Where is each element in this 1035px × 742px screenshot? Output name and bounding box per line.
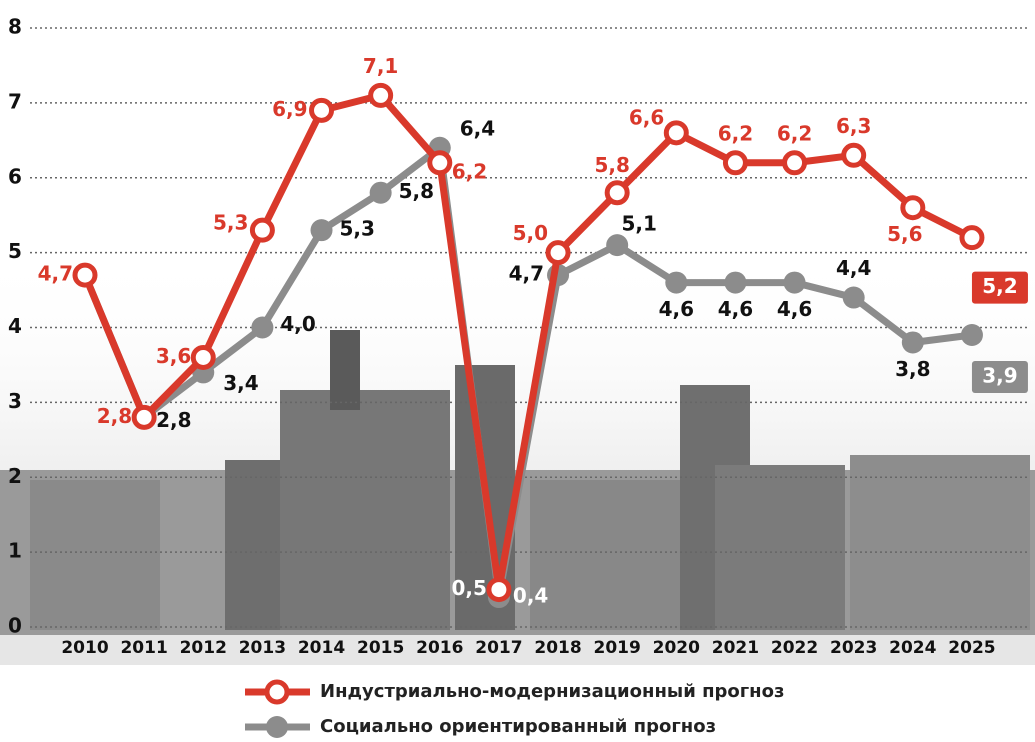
point [131, 404, 157, 430]
y-tick-label: 4 [8, 314, 22, 338]
value-label-box [971, 360, 1028, 393]
grid: 0 1 2 3 4 5 6 7 8 2010 2011 2012 2013 2014 2015 2016 201… [8, 15, 1030, 658]
point [190, 344, 216, 370]
point [72, 262, 98, 288]
legend-marker [266, 716, 288, 738]
background-photo [0, 250, 1035, 665]
value-label: 6,4 [460, 116, 495, 140]
value-label: 2,8 [156, 408, 191, 432]
point [309, 97, 335, 123]
legend: Индустриально-модернизационный прогноз С… [245, 679, 784, 738]
point [724, 271, 747, 294]
value-label: 6,9 [272, 97, 307, 121]
x-tick-label: 2010 [61, 638, 108, 658]
x-tick-label: 2024 [889, 638, 936, 658]
point [782, 150, 808, 176]
point [604, 180, 630, 206]
value-label: 3,6 [156, 344, 191, 368]
value-label: 0,4 [513, 584, 548, 608]
x-tick-label: 2015 [357, 638, 404, 658]
value-label: 5,3 [340, 217, 375, 241]
value-label: 4,6 [659, 297, 694, 321]
y-tick-label: 0 [8, 614, 22, 638]
x-tick-label: 2021 [712, 638, 759, 658]
point [545, 240, 571, 266]
value-label-box [971, 271, 1028, 304]
value-label: 5,1 [621, 212, 656, 236]
point [486, 577, 512, 603]
point [841, 142, 867, 168]
value-label: 6,2 [777, 121, 812, 145]
value-label: 6,2 [452, 159, 487, 183]
y-tick-label: 8 [8, 15, 22, 39]
legend-label: Социально ориентированный прогноз [320, 716, 716, 737]
value-label: 3,4 [223, 371, 258, 395]
value-label: 5,8 [399, 179, 434, 203]
x-tick-label: 2023 [830, 638, 877, 658]
point [960, 323, 983, 346]
x-tick-label: 2020 [653, 638, 700, 658]
value-label: 3,8 [895, 357, 930, 381]
y-tick-label: 3 [8, 389, 22, 413]
value-label: 4,7 [509, 262, 544, 286]
x-tick-label: 2012 [180, 638, 227, 658]
x-tick-label: 2016 [416, 638, 463, 658]
point [368, 82, 394, 108]
value-label: 0,5 [451, 576, 486, 600]
value-label: 7,1 [363, 54, 398, 78]
point [842, 286, 865, 309]
value-label: 4,6 [718, 297, 753, 321]
point [901, 331, 924, 354]
value-label: 4,6 [777, 297, 812, 321]
value-label: 5,2 [982, 274, 1017, 298]
value-label: 5,3 [213, 211, 248, 235]
point [251, 316, 274, 339]
point [959, 225, 985, 251]
point [900, 195, 926, 221]
point [427, 150, 453, 176]
y-tick-label: 7 [8, 89, 22, 113]
point [249, 217, 275, 243]
x-tick-label: 2013 [239, 638, 286, 658]
point [606, 234, 629, 257]
value-label: 4,4 [836, 256, 871, 280]
value-label: 6,2 [718, 121, 753, 145]
value-label: 4,0 [280, 312, 315, 336]
value-label: 4,7 [38, 262, 73, 286]
x-tick-label: 2018 [534, 638, 581, 658]
y-tick-label: 1 [8, 539, 22, 563]
plot: 2,8 3,4 4,0 5,3 5,8 6,4 0,4 4,7 5,1 4,6 4,6 4,6 4,4 3… [38, 54, 1028, 609]
y-tick-label: 6 [8, 164, 22, 188]
x-tick-label: 2022 [771, 638, 818, 658]
series-line [81, 91, 974, 594]
value-label: 2,8 [97, 404, 132, 428]
point [783, 271, 806, 294]
point [369, 181, 392, 204]
x-tick-label: 2011 [120, 638, 167, 658]
value-label: 5,6 [887, 222, 922, 246]
x-tick-label: 2014 [298, 638, 345, 658]
value-label: 6,3 [836, 114, 871, 138]
value-label: 5,0 [513, 221, 548, 245]
x-tick-label: 2025 [948, 638, 995, 658]
x-tick-label: 2017 [475, 638, 522, 658]
point [310, 219, 333, 242]
point [663, 120, 689, 146]
legend-label: Индустриально-модернизационный прогноз [320, 681, 784, 702]
value-label: 6,6 [629, 105, 664, 129]
point [665, 271, 688, 294]
point [722, 150, 748, 176]
value-label: 5,8 [594, 153, 629, 177]
value-label: 3,9 [982, 363, 1017, 387]
y-tick-label: 5 [8, 239, 22, 263]
y-tick-label: 2 [8, 464, 22, 488]
x-tick-label: 2019 [594, 638, 641, 658]
legend-marker [264, 679, 290, 705]
